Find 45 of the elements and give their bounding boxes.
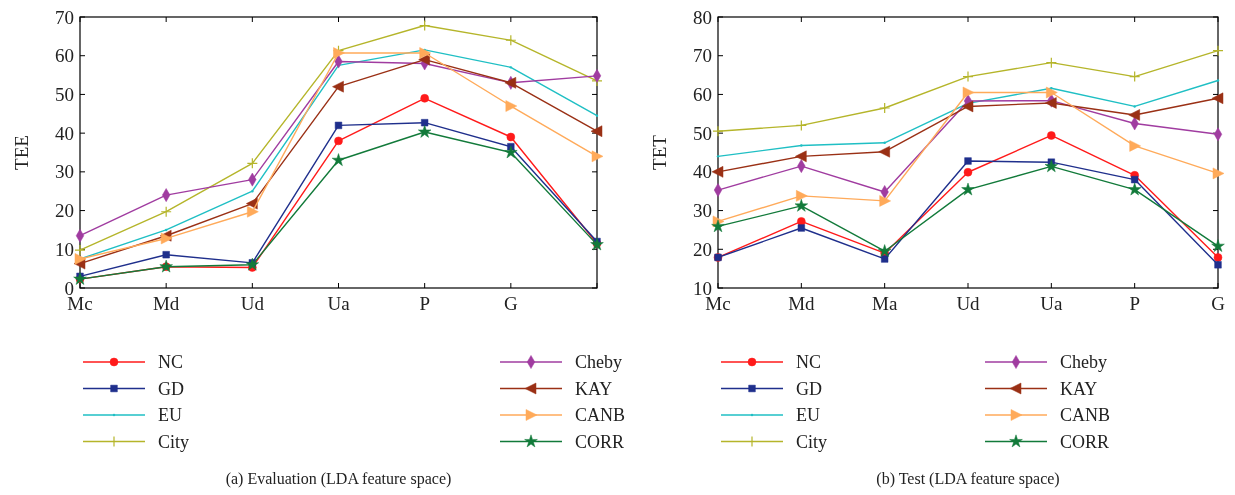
legend-label: CORR (575, 431, 625, 452)
y-tick-label: 80 (693, 6, 712, 28)
legend-label: KAY (1060, 378, 1098, 399)
y-axis-title: TET (649, 134, 670, 170)
y-tick-label: 60 (693, 83, 712, 105)
legend-label: Cheby (575, 352, 622, 372)
y-tick-label: 70 (55, 6, 74, 28)
legend-label: GD (158, 378, 184, 399)
x-tick-label: Ua (327, 293, 351, 314)
x-tick-label: G (503, 293, 518, 314)
y-tick-label: 70 (693, 45, 712, 67)
y-tick-label: 50 (55, 83, 74, 105)
x-tick-label: Md (152, 293, 180, 314)
legend-label: CANB (1060, 405, 1111, 425)
legend-label: EU (796, 405, 820, 425)
y-tick-label: 30 (55, 161, 74, 183)
y-tick-label: 40 (693, 161, 712, 183)
legend-label: NC (158, 352, 184, 372)
legend-label: CANB (575, 405, 626, 425)
legend-label: KAY (575, 378, 613, 399)
y-tick-label: 20 (693, 238, 712, 260)
x-tick-label: P (419, 293, 430, 314)
legend-label: City (158, 431, 190, 452)
legend-label: CORR (1060, 431, 1110, 452)
text: (a) Evaluation (LDA feature space) (225, 470, 452, 488)
x-tick-label: G (1211, 293, 1226, 314)
x-tick-label: Ma (872, 293, 898, 314)
legend-label: City (796, 431, 828, 452)
legend-label: Cheby (1060, 352, 1107, 372)
x-tick-label: Ud (240, 293, 265, 314)
text: (b) Test (LDA feature space) (876, 470, 1060, 488)
y-tick-label: 10 (55, 238, 74, 260)
y-axis-title: TEE (11, 135, 32, 170)
x-tick-label: Md (788, 293, 816, 314)
y-tick-label: 30 (693, 200, 712, 222)
x-tick-label: Ud (956, 293, 981, 314)
legend-label: NC (796, 352, 822, 372)
y-tick-label: 60 (55, 45, 74, 67)
x-tick-label: Ua (1040, 293, 1063, 314)
x-tick-label: P (1129, 293, 1140, 314)
legend-label: EU (158, 405, 182, 425)
y-tick-label: 50 (693, 122, 712, 144)
y-tick-label: 40 (55, 122, 74, 144)
y-tick-label: 20 (55, 200, 74, 222)
legend-label: GD (796, 378, 822, 399)
